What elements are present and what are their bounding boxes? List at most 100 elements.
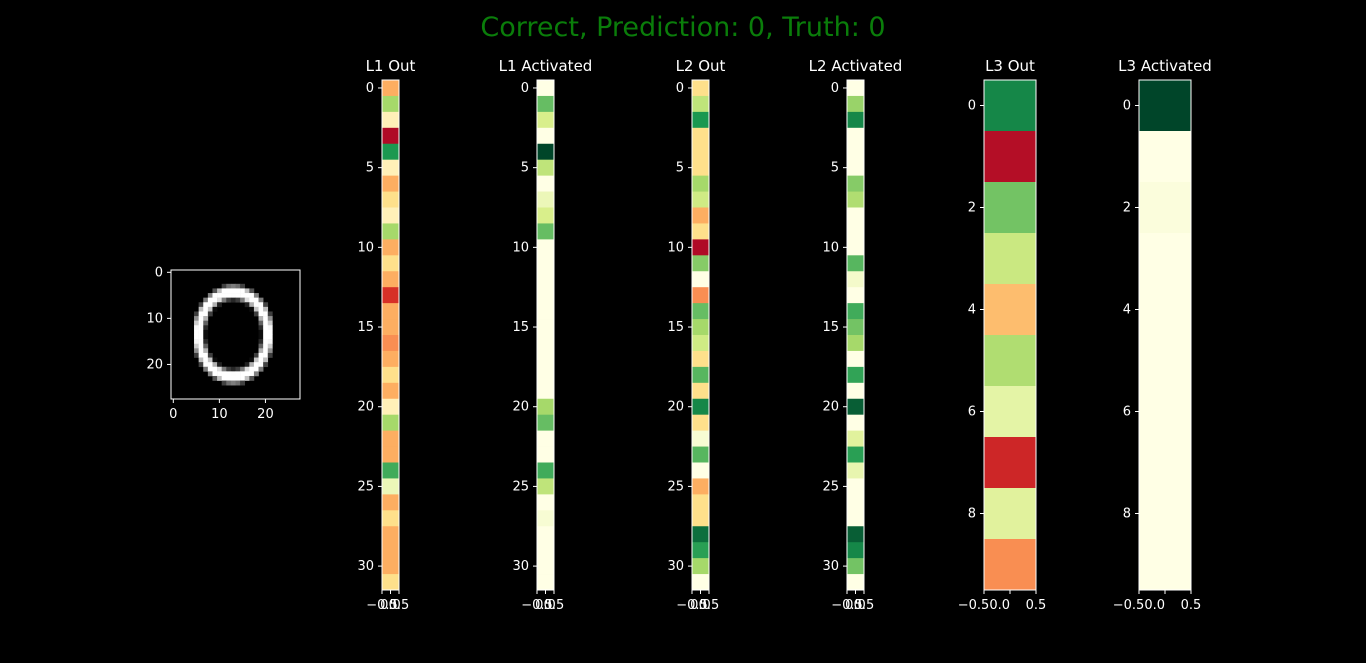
image-pixel [253, 293, 259, 298]
image-pixel [212, 302, 218, 308]
heatmap-cell [847, 462, 864, 479]
image-pixel [258, 362, 264, 368]
heatmap-cell [382, 271, 399, 288]
y-tick-label: 4 [1123, 303, 1131, 318]
heatmap-cell [847, 542, 864, 559]
heatmap-cell [692, 80, 709, 97]
image-pixel [258, 366, 264, 372]
image-pixel [249, 297, 255, 303]
y-tick-label: 10 [667, 240, 684, 255]
image-pixel [258, 357, 264, 363]
image-pixel [249, 366, 255, 372]
image-pixel [207, 366, 213, 372]
heatmap-cell [1139, 335, 1191, 387]
heatmap-cell [537, 542, 554, 559]
heatmap-cell [537, 319, 554, 336]
image-pixel [203, 362, 209, 368]
image-pixel [235, 380, 241, 386]
heatmap-cell [537, 414, 554, 432]
heatmap-cell [692, 207, 709, 224]
image-pixel [263, 357, 269, 363]
image-pixel [258, 302, 264, 308]
image-pixel [226, 371, 232, 377]
heatmap-cell [847, 350, 864, 368]
heatmap-cell [537, 526, 554, 543]
heatmap-cell [847, 287, 864, 304]
image-pixel [244, 302, 250, 308]
image-pixel [267, 352, 273, 358]
image-pixel [263, 320, 269, 326]
heatmap-cell [537, 223, 554, 240]
image-pixel [249, 302, 255, 308]
image-pixel [207, 311, 213, 317]
image-pixel [207, 306, 213, 312]
image-pixel [235, 297, 241, 303]
image-pixel [207, 352, 213, 358]
image-pixel [194, 311, 199, 317]
image-pixel [198, 362, 204, 368]
image-pixel [203, 297, 209, 303]
heatmap-cell [692, 574, 709, 591]
y-tick-label: 10 [146, 311, 163, 326]
y-tick-label: 5 [366, 161, 374, 176]
y-tick-label: 6 [1123, 405, 1131, 420]
heatmap-cell [984, 539, 1036, 591]
heatmap-cell [692, 255, 709, 272]
heatmap-cell [984, 437, 1036, 489]
heatmap-cell [984, 488, 1036, 540]
image-pixel [253, 371, 259, 377]
panel-l2-activated: L2 Activated 0 5 10 15 20 25 30 −0.50.00.5 [809, 57, 903, 613]
heatmap-cell [382, 175, 399, 192]
image-pixel [267, 334, 273, 340]
y-tick-label: 8 [1123, 507, 1131, 522]
heatmap-cell [692, 446, 709, 463]
y-tick-label: 2 [1123, 201, 1131, 216]
heatmap-cell [692, 95, 709, 113]
image-pixel [203, 329, 209, 335]
image-pixel [235, 283, 241, 289]
image-pixel [258, 311, 264, 317]
heatmap-cell [692, 191, 709, 208]
x-tick-label: −0.5 [521, 598, 553, 613]
image-pixel [235, 371, 241, 377]
heatmap-cell [984, 335, 1036, 387]
image-pixel [267, 311, 273, 317]
heatmap-cell [1139, 182, 1191, 234]
image-pixel [221, 297, 227, 303]
image-pixel [212, 288, 218, 294]
image-pixel [198, 343, 204, 349]
image-pixel [258, 343, 264, 349]
image-pixel [198, 334, 204, 340]
heatmap-cell [847, 526, 864, 543]
heatmap-cell [1139, 539, 1191, 591]
heatmap-cell [382, 478, 399, 495]
heatmap-cell [847, 510, 864, 527]
heatmap-cell [537, 80, 554, 97]
image-pixel [203, 311, 209, 317]
y-tick-label: 8 [968, 507, 976, 522]
y-tick-label: 5 [831, 161, 839, 176]
heatmap-cell [692, 127, 709, 145]
image-pixel [230, 283, 236, 289]
image-pixel [263, 339, 269, 345]
image-pixel [240, 297, 246, 303]
panel-title: L3 Out [985, 57, 1035, 75]
x-tick-label: −0.50.0 [1113, 598, 1165, 613]
image-pixel [235, 288, 241, 294]
heatmap-cell [847, 303, 864, 320]
image-pixel [267, 348, 273, 354]
heatmap-cell [537, 303, 554, 320]
heatmap-cell [847, 175, 864, 192]
heatmap-cell [382, 510, 399, 527]
heatmap-cell [692, 319, 709, 336]
image-pixel [217, 371, 222, 377]
heatmap-cell [692, 382, 709, 400]
heatmap-cell [382, 414, 399, 432]
image-pixel [198, 357, 204, 363]
image-pixel [230, 371, 236, 377]
heatmap-cell [382, 191, 399, 208]
heatmap-cell [847, 430, 864, 447]
x-tick-label: 0.0 [845, 598, 866, 613]
heatmap-cell [382, 223, 399, 240]
